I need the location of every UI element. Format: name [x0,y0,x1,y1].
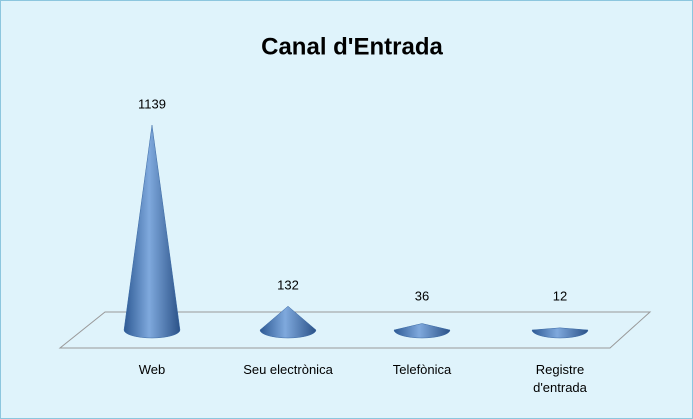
value-label: 12 [553,288,567,303]
cone [531,327,589,339]
value-label: 36 [415,288,429,303]
cone [259,305,317,339]
cone-body [259,305,317,339]
x-tick-label: Telefònica [392,362,452,377]
x-tick-label: Seu electrònica [243,362,333,377]
x-tick-label: Registre d'entrada [533,362,587,395]
cone [123,124,181,339]
value-label: 1139 [138,96,166,111]
x-tick-label: Web [138,362,166,377]
cone-body [123,124,181,339]
cone [393,323,451,339]
cone-body [393,323,451,339]
value-label: 132 [277,278,299,293]
floor [58,311,652,349]
cone-body [531,327,589,339]
chart-title: Canal d'Entrada [261,33,443,60]
